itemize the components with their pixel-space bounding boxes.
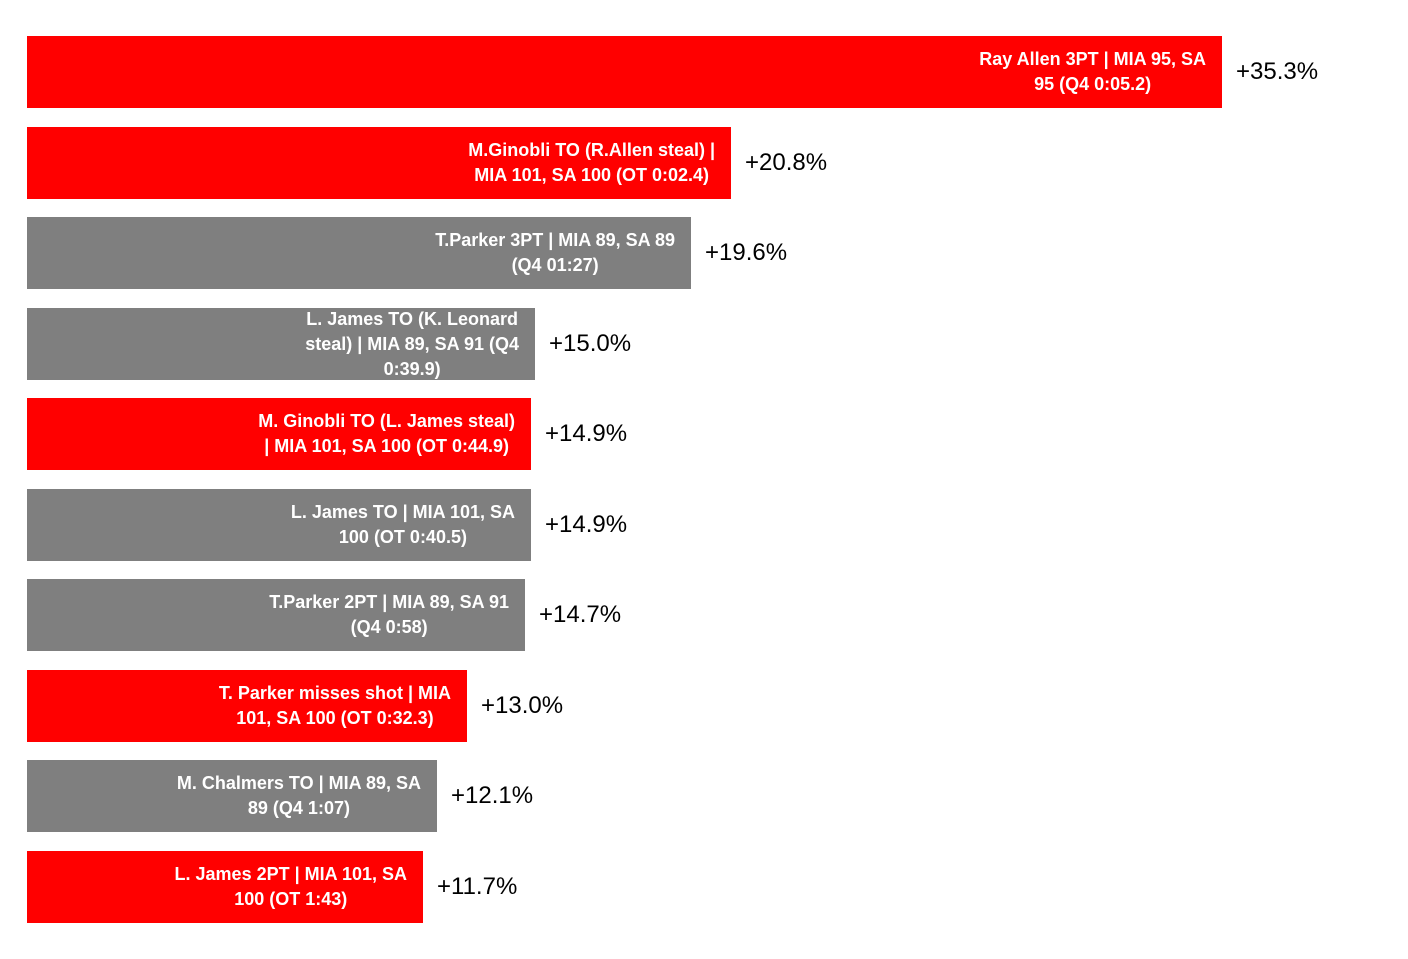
bar-category-label: T.Parker 3PT | MIA 89, SA 89 (Q4 01:27) — [435, 230, 675, 275]
bar: T.Parker 2PT | MIA 89, SA 91 (Q4 0:58) — [27, 579, 525, 651]
bar: Ray Allen 3PT | MIA 95, SA 95 (Q4 0:05.2… — [27, 36, 1222, 108]
bar-category-label: Ray Allen 3PT | MIA 95, SA 95 (Q4 0:05.2… — [979, 49, 1206, 94]
bar: L. James 2PT | MIA 101, SA 100 (OT 1:43) — [27, 851, 423, 923]
bar-category-label: M.Ginobli TO (R.Allen steal) | MIA 101, … — [468, 140, 715, 185]
bar-category-label: T. Parker misses shot | MIA 101, SA 100 … — [218, 683, 451, 728]
bar-value-label: +14.7% — [539, 601, 622, 628]
bar-value-label: +11.7% — [437, 873, 518, 900]
bar-value-label: +14.9% — [545, 420, 628, 447]
bar: M. Chalmers TO | MIA 89, SA 89 (Q4 1:07) — [27, 760, 437, 832]
bar-category-label: L. James TO | MIA 101, SA 100 (OT 0:40.5… — [290, 502, 515, 547]
bar-category-label: L. James TO (K. Leonard steal) | MIA 89,… — [305, 308, 519, 379]
bar: M. Ginobli TO (L. James steal) | MIA 101… — [27, 398, 531, 470]
bar: T.Parker 3PT | MIA 89, SA 89 (Q4 01:27) — [27, 217, 691, 289]
bar-value-label: +14.9% — [545, 511, 628, 538]
bar: T. Parker misses shot | MIA 101, SA 100 … — [27, 670, 467, 742]
bar-category-label: L. James 2PT | MIA 101, SA 100 (OT 1:43) — [174, 864, 407, 909]
bar-category-label: M. Chalmers TO | MIA 89, SA 89 (Q4 1:07) — [176, 773, 421, 818]
bar: L. James TO (K. Leonard steal) | MIA 89,… — [27, 308, 535, 380]
bar-value-label: +15.0% — [549, 330, 632, 357]
bar: L. James TO | MIA 101, SA 100 (OT 0:40.5… — [27, 489, 531, 561]
bar-category-label: M. Ginobli TO (L. James steal) | MIA 101… — [258, 411, 515, 456]
bar-value-label: +12.1% — [451, 782, 534, 809]
bar-value-label: +19.6% — [705, 239, 788, 266]
bar-value-label: +35.3% — [1236, 58, 1319, 85]
bar-category-label: T.Parker 2PT | MIA 89, SA 91 (Q4 0:58) — [269, 592, 509, 637]
bar-value-label: +13.0% — [481, 692, 564, 719]
bar-value-label: +20.8% — [745, 149, 828, 176]
bar: M.Ginobli TO (R.Allen steal) | MIA 101, … — [27, 127, 731, 199]
